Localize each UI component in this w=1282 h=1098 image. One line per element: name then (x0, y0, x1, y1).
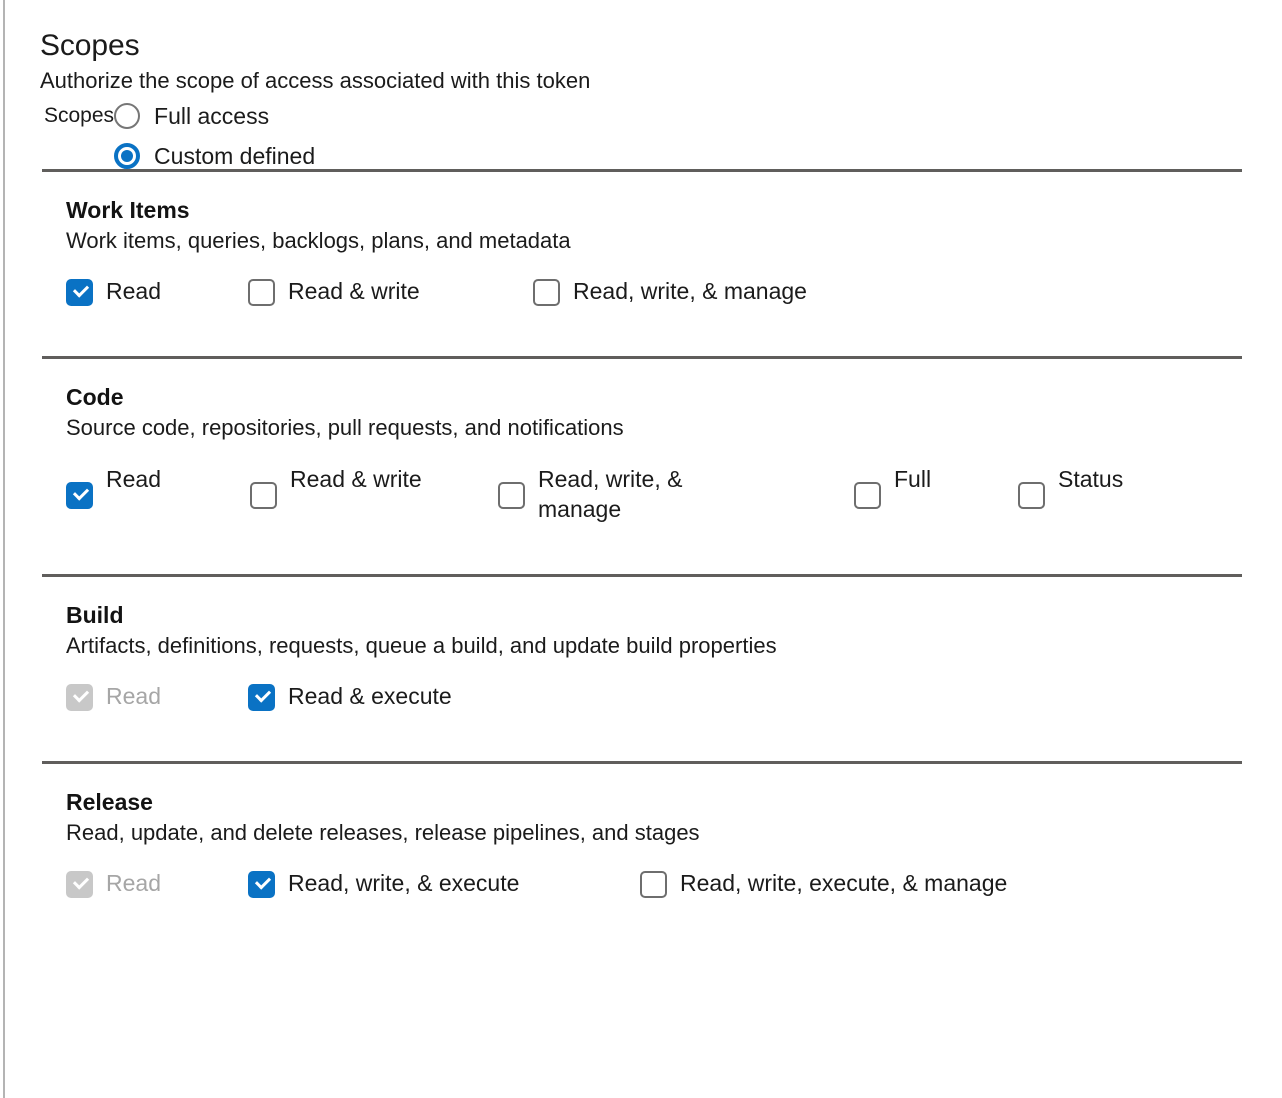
checkbox-option-label: Status (1058, 466, 1124, 492)
checkbox-option-read-disabled: Read (66, 683, 248, 711)
panel-left-edge-rail (3, 0, 5, 1098)
checkbox-option-label: Read (106, 870, 161, 896)
checkbox-checked-icon[interactable] (66, 482, 93, 509)
section-divider (42, 169, 1242, 172)
checkbox-option-read-write-manage[interactable]: Read, write, & manage (533, 278, 807, 306)
section-description: Source code, repositories, pull requests… (66, 415, 624, 440)
section-release: Release Read, update, and delete release… (0, 764, 1282, 898)
section-code: Code Source code, repositories, pull req… (0, 359, 1282, 524)
checkbox-option-read[interactable]: Read (66, 466, 250, 509)
checkbox-option-label: Read, write, execute, & manage (680, 870, 1008, 896)
checkbox-option-label: Read, write, & execute (288, 870, 520, 896)
section-title: Work Items (66, 197, 190, 223)
section-divider (42, 761, 1242, 764)
checkbox-unchecked-icon[interactable] (248, 279, 275, 306)
checkbox-option-read-disabled: Read (66, 870, 248, 898)
scopes-radio-field: Scopes Full access Custom defined (40, 100, 1282, 169)
checkbox-option-status[interactable]: Status (1018, 466, 1123, 509)
checkbox-checked-icon[interactable] (248, 684, 275, 711)
checkbox-disabled-checked-icon (66, 871, 93, 898)
checkbox-checked-icon[interactable] (248, 871, 275, 898)
checkbox-option-read-write-execute[interactable]: Read, write, & execute (248, 870, 640, 898)
section-description: Artifacts, definitions, requests, queue … (66, 633, 777, 658)
checkbox-checked-icon[interactable] (66, 279, 93, 306)
checkbox-unchecked-icon[interactable] (1018, 482, 1045, 509)
section-options: Read Read & write Read, write, & manage (66, 278, 1282, 306)
checkbox-disabled-checked-icon (66, 684, 93, 711)
section-title: Code (66, 384, 124, 410)
checkbox-unchecked-icon[interactable] (854, 482, 881, 509)
checkbox-option-label: Read, write, & manage (538, 466, 683, 522)
radio-option-full-access[interactable]: Full access (114, 103, 315, 129)
scopes-radio-group: Full access Custom defined (114, 100, 315, 169)
section-options: Read Read, write, & execute Read, write,… (66, 870, 1282, 898)
radio-option-label: Full access (154, 103, 270, 129)
checkbox-option-label: Full (894, 466, 932, 492)
radio-option-custom-defined[interactable]: Custom defined (114, 143, 315, 169)
checkbox-option-read-write[interactable]: Read & write (250, 466, 498, 509)
section-description: Work items, queries, backlogs, plans, an… (66, 228, 571, 253)
checkbox-option-label: Read (106, 278, 161, 304)
page-subtitle: Authorize the scope of access associated… (40, 68, 591, 93)
section-title: Build (66, 602, 124, 628)
checkbox-option-label: Read & execute (288, 683, 452, 709)
section-divider (42, 356, 1242, 359)
checkbox-unchecked-icon[interactable] (640, 871, 667, 898)
page-header: Scopes Authorize the scope of access ass… (0, 0, 1282, 169)
checkbox-unchecked-icon[interactable] (533, 279, 560, 306)
checkbox-option-read-execute[interactable]: Read & execute (248, 683, 452, 711)
checkbox-option-label: Read & write (288, 278, 420, 304)
radio-option-label: Custom defined (154, 143, 316, 169)
section-build: Build Artifacts, definitions, requests, … (0, 577, 1282, 711)
checkbox-option-read[interactable]: Read (66, 278, 248, 306)
checkbox-option-read-write[interactable]: Read & write (248, 278, 533, 306)
checkbox-option-label: Read & write (290, 466, 422, 492)
checkbox-unchecked-icon[interactable] (498, 482, 525, 509)
section-work-items: Work Items Work items, queries, backlogs… (0, 172, 1282, 306)
radio-circle-icon[interactable] (114, 103, 141, 129)
checkbox-unchecked-icon[interactable] (250, 482, 277, 509)
checkbox-option-read-write-manage[interactable]: Read, write, & manage (498, 466, 854, 524)
section-options: Read Read & write Read, write, & manage … (66, 466, 1282, 524)
checkbox-option-full[interactable]: Full (854, 466, 1018, 509)
section-options: Read Read & execute (66, 683, 1282, 711)
section-divider (42, 574, 1242, 577)
section-description: Read, update, and delete releases, relea… (66, 820, 700, 845)
page-title: Scopes (40, 29, 140, 62)
checkbox-option-label: Read (106, 466, 161, 492)
checkbox-option-label: Read (106, 683, 161, 709)
radio-circle-selected-icon[interactable] (114, 143, 141, 169)
checkbox-option-label: Read, write, & manage (573, 278, 807, 304)
checkbox-option-read-write-execute-manage[interactable]: Read, write, execute, & manage (640, 870, 1007, 898)
section-title: Release (66, 789, 153, 815)
scopes-field-label: Scopes (44, 104, 115, 127)
